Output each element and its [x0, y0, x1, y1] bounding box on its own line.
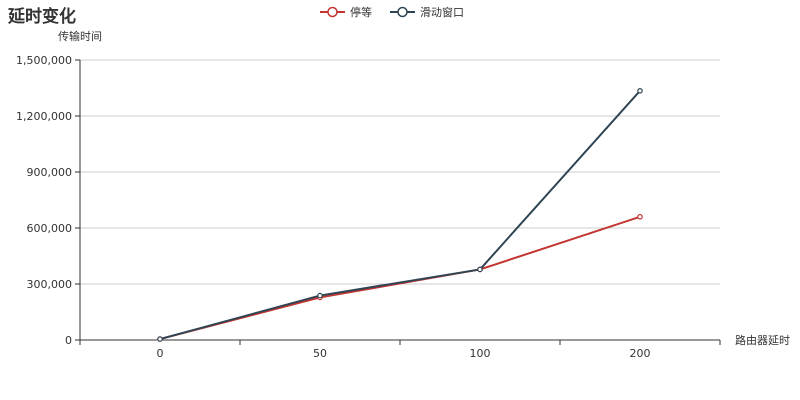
data-point[interactable]: [637, 214, 643, 220]
y-tick-label: 1,500,000: [16, 54, 72, 67]
legend-label: 滑动窗口: [420, 5, 464, 19]
x-tick-label: 50: [313, 347, 327, 360]
data-point[interactable]: [157, 336, 163, 342]
series-line: [159, 90, 641, 341]
legend: 停等 滑动窗口: [320, 5, 464, 19]
x-axis-label: 路由器延时: [735, 333, 790, 347]
series-停等: [157, 214, 643, 342]
y-tick-label: 1,200,000: [16, 110, 72, 123]
legend-marker: [327, 6, 338, 18]
data-point[interactable]: [317, 292, 323, 299]
y-axis: 0 300,000 600,000 900,000 1,200,000 1,500,000: [16, 54, 81, 347]
y-tick-label: 300,000: [27, 278, 73, 291]
y-tick-label: 600,000: [27, 222, 73, 235]
x-tick-label: 100: [470, 347, 491, 360]
y-axis-label: 传输时间: [58, 29, 102, 43]
chart-title: 延时变化: [8, 7, 76, 27]
series-滑动窗口: [157, 88, 643, 342]
grid-lines: [80, 59, 720, 285]
data-point[interactable]: [637, 88, 643, 94]
x-axis: 0 50 100 200: [79, 339, 721, 360]
legend-item[interactable]: 滑动窗口: [390, 5, 464, 19]
legend-marker: [397, 6, 408, 18]
legend-label: 停等: [350, 5, 372, 19]
x-tick-label: 200: [630, 347, 651, 360]
legend-item[interactable]: 停等: [320, 5, 372, 19]
series-layer: [157, 88, 643, 342]
y-tick-label: 0: [65, 334, 72, 347]
y-tick-label: 900,000: [27, 166, 73, 179]
series-line: [159, 215, 641, 341]
data-point[interactable]: [477, 266, 483, 273]
x-tick-label: 0: [157, 347, 164, 360]
